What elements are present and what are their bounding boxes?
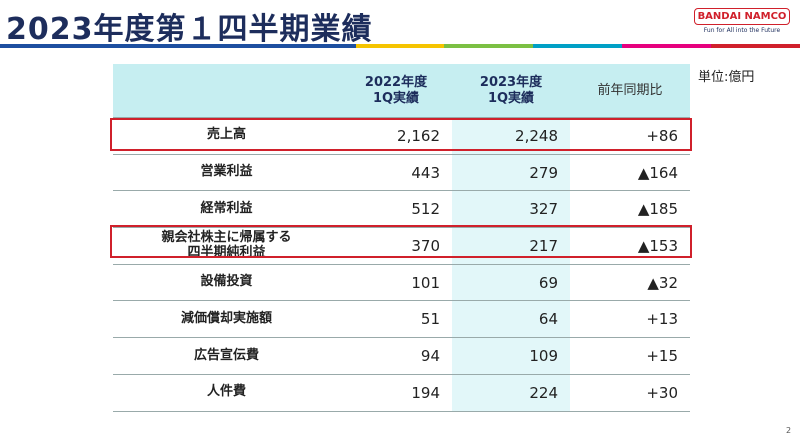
table-row: 経常利益 512 327 ▲185 (113, 191, 690, 229)
table-cell: ▲185 (637, 200, 678, 219)
table-cell: 51 (420, 310, 440, 329)
table-row: 広告宣伝費 94 109 +15 (113, 338, 690, 375)
slide-title: 2023年度第１四半期業績 (6, 12, 373, 47)
table: 2022年度 1Q実績 2023年度 1Q実績 前年同期比売上高 2,162 2,248… (113, 64, 690, 412)
table-cell: ▲164 (637, 163, 678, 182)
table-cell: 279 (452, 154, 570, 191)
table-cell: +13 (646, 310, 678, 329)
table-cell: 443 (411, 163, 440, 182)
table-row: 設備投資 101 69 ▲32 (113, 264, 690, 302)
table-cell: 109 (452, 338, 570, 374)
table-cell: +15 (646, 346, 678, 365)
row-label: 広告宣伝費 (193, 347, 259, 363)
table-cell: 512 (411, 200, 440, 219)
header-cell: 前年同期比 (597, 82, 663, 98)
header-cell: 2022年度 1Q実績 (364, 74, 428, 106)
unit-label: 単位:億円 (698, 70, 755, 85)
highlight-box (110, 118, 692, 151)
row-label: 人件費 (206, 384, 246, 400)
table-row: 減価償却実施額 51 64 +13 (113, 301, 690, 339)
row-label: 経常利益 (200, 200, 253, 216)
row-label: 設備投資 (200, 274, 253, 290)
table-cell: 94 (420, 346, 440, 365)
table-cell: 69 (452, 264, 570, 301)
row-label: 営業利益 (200, 164, 253, 180)
logo-text: BANDAI NAMCO (694, 8, 790, 25)
table-row: 営業利益 443 279 ▲164 (113, 154, 690, 192)
header-cell: 2023年度 1Q実績 (479, 74, 543, 106)
table-cell: +30 (646, 383, 678, 402)
page-number: 2 (786, 426, 792, 435)
table-cell: 2,248 (452, 118, 570, 154)
table-cell: 64 (452, 301, 570, 338)
header-row: 2022年度 1Q実績 2023年度 1Q実績 前年同期比 (113, 64, 690, 118)
table-cell: 194 (411, 383, 440, 402)
table-cell: +86 (646, 126, 678, 145)
table-cell: 224 (452, 374, 570, 411)
table-row: 売上高 2,162 2,248 +86 (113, 118, 690, 155)
table-cell: 327 (452, 191, 570, 228)
table-cell: 2,162 (397, 126, 440, 145)
table-row: 人件費 194 224 +30 (113, 374, 690, 412)
stripe (0, 44, 800, 48)
highlight-box (110, 225, 692, 258)
table-cell: 101 (411, 273, 440, 292)
logo: BANDAI NAMCO Fun for All into the Future (694, 8, 790, 34)
row-label: 売上高 (206, 127, 246, 143)
table-cell: ▲153 (637, 236, 678, 255)
tagline: Fun for All into the Future (703, 27, 781, 34)
header-cell (113, 64, 340, 117)
table-cell: 370 (411, 236, 440, 255)
table-cell: ▲32 (647, 273, 678, 292)
row-label: 減価償却実施額 (180, 310, 272, 326)
